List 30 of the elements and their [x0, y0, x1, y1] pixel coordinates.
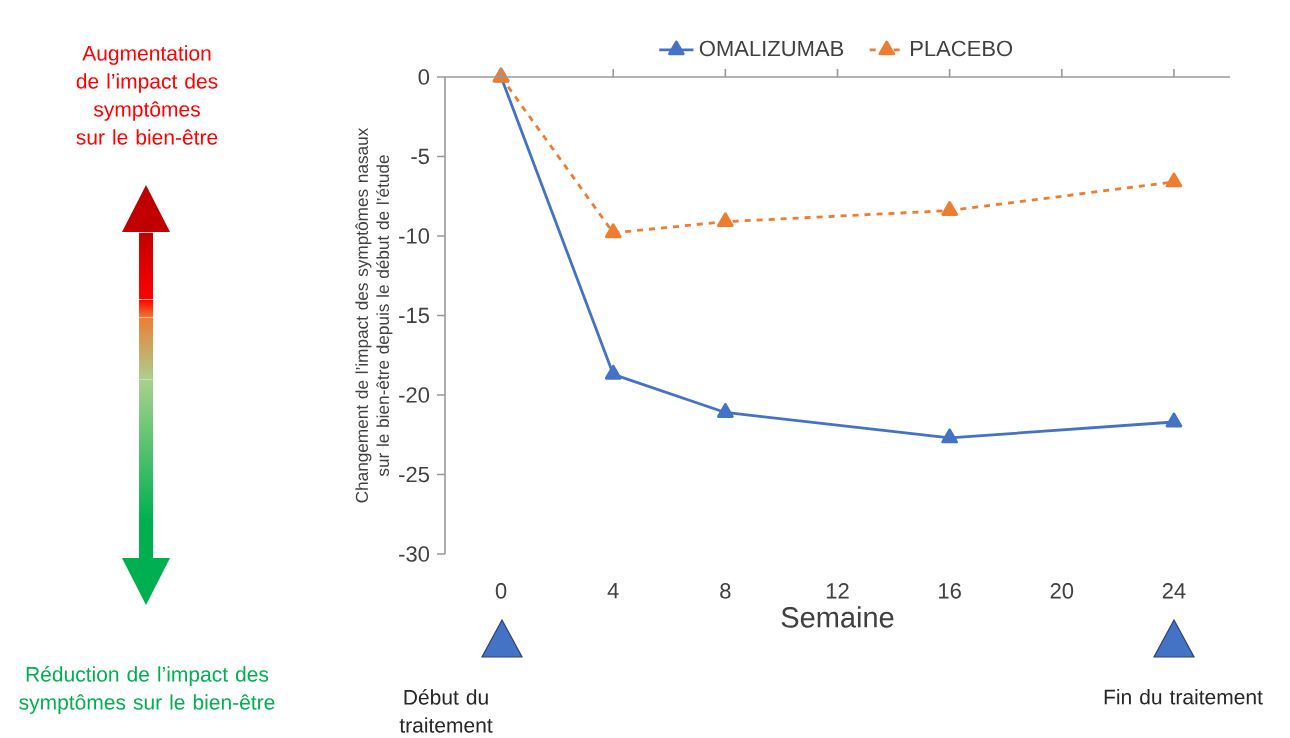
x-tick-label: 4	[607, 583, 619, 599]
point	[1165, 412, 1183, 428]
text: Augmentation de l’impact des symptômes sur le bien-être	[76, 45, 218, 145]
legend-label: PLACEBO	[911, 40, 1013, 57]
y-tick-label: -5	[411, 148, 429, 165]
legend-label: OMALIZUMAB	[699, 40, 844, 57]
y-tick-label: 0	[418, 69, 430, 85]
point	[1165, 172, 1183, 188]
point	[941, 428, 958, 444]
y-tick-label: -20	[399, 387, 430, 403]
x-tick-label: 0	[495, 583, 507, 599]
point	[717, 403, 734, 418]
point	[604, 223, 622, 239]
text: Fin du traitement	[1104, 689, 1263, 705]
x-tick-label: 16	[939, 583, 961, 599]
y-tick-label: -15	[399, 307, 429, 324]
point	[941, 201, 958, 216]
y-tick-label: -10	[399, 228, 430, 244]
text: Début du traitement	[399, 689, 493, 733]
y-tick-label: -30	[399, 546, 430, 562]
x-tick-label: 20	[1050, 583, 1074, 599]
x-tick-label: 24	[1162, 583, 1186, 599]
x-tick-label: 8	[720, 583, 731, 599]
text: Réduction de l’impact des symptômes sur le bien-être	[19, 666, 275, 714]
x-axis-title: Semaine	[781, 606, 894, 628]
x-tick-label: 12	[826, 583, 849, 599]
point	[717, 212, 734, 228]
y-axis-title: Changement de l’impact des symptômes nasaux sur le bien-être depuis le début de l’étude	[355, 127, 393, 503]
y-tick-label: -25	[399, 466, 429, 483]
point	[604, 364, 622, 380]
